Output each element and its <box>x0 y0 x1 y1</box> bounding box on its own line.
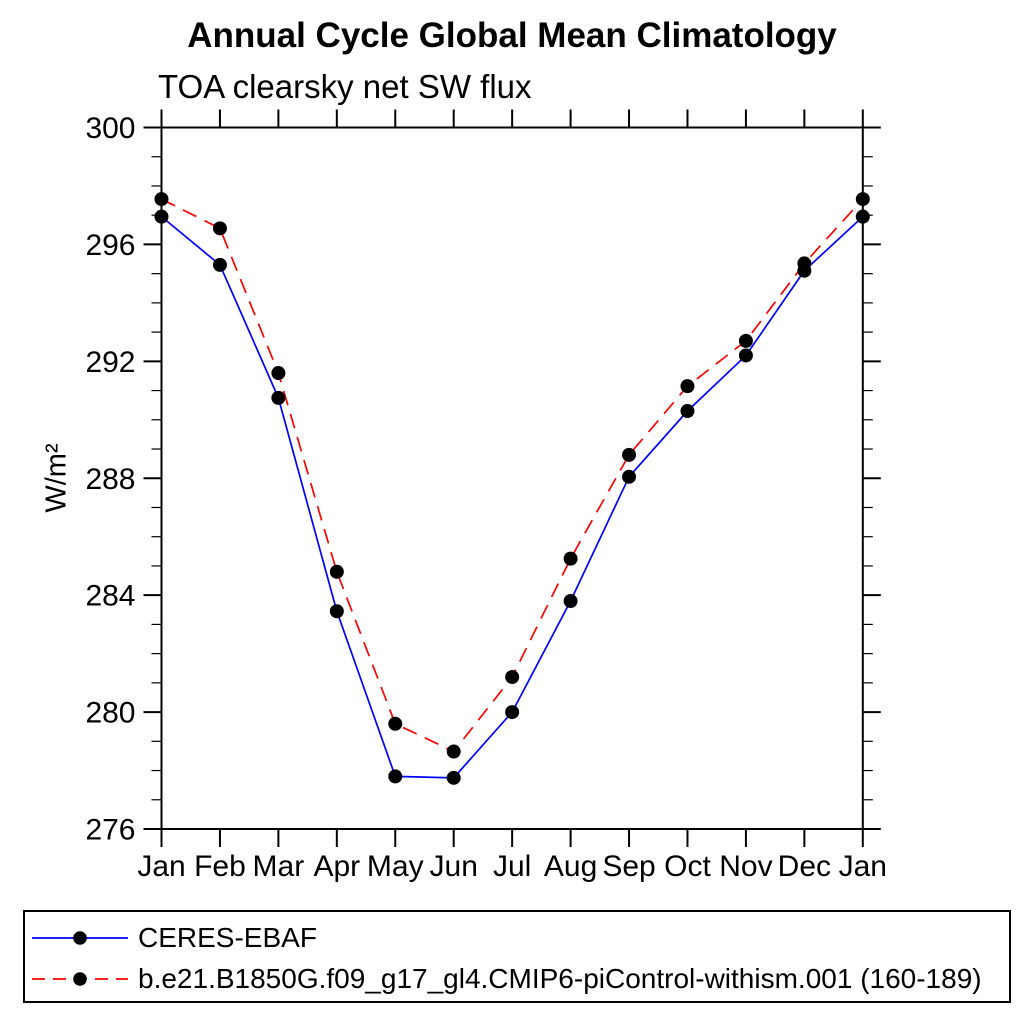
data-point-marker <box>622 447 637 462</box>
legend-line-sample-dashed <box>32 972 128 986</box>
y-tick-label: 300 <box>85 112 135 145</box>
data-point-marker <box>505 670 520 685</box>
data-point-marker <box>329 604 344 619</box>
data-point-marker <box>680 404 695 419</box>
data-point-marker <box>680 379 695 394</box>
chart-subtitle: TOA clearsky net SW flux <box>158 68 532 105</box>
data-point-marker <box>563 594 578 609</box>
x-tick-label: Jan <box>137 850 185 883</box>
y-tick-label: 276 <box>85 814 135 847</box>
legend-label-model: b.e21.B1850G.f09_g17_gl4.CMIP6-piControl… <box>138 963 982 994</box>
x-tick-label: Jun <box>430 850 478 883</box>
y-tick-label: 288 <box>85 463 135 496</box>
data-point-marker <box>563 551 578 566</box>
x-tick-label: Aug <box>544 850 597 883</box>
x-tick-label: Jul <box>493 850 531 883</box>
x-tick-label: May <box>367 850 424 883</box>
data-point-marker <box>154 209 169 224</box>
x-tick-label: Feb <box>194 850 246 883</box>
data-point-marker <box>738 333 753 348</box>
data-point-marker <box>446 770 461 785</box>
data-point-marker <box>271 390 286 405</box>
legend-label-ceres: CERES-EBAF <box>138 922 317 953</box>
data-point-marker <box>271 366 286 381</box>
data-point-marker <box>797 256 812 271</box>
x-tick-label: Dec <box>778 850 831 883</box>
data-point-marker <box>622 469 637 484</box>
x-tick-label: Apr <box>313 850 360 883</box>
y-tick-label: 284 <box>85 580 135 613</box>
x-tick-label: Jan <box>839 850 887 883</box>
page-title: Annual Cycle Global Mean Climatology <box>187 16 837 55</box>
plot-frame <box>160 126 864 830</box>
legend-item-ceres: CERES-EBAF <box>30 922 317 953</box>
y-tick-label: 292 <box>85 346 135 379</box>
data-point-marker <box>738 348 753 363</box>
data-point-marker <box>855 209 870 224</box>
legend-line-sample-solid <box>32 931 128 945</box>
legend-sample-marker-icon <box>73 972 87 986</box>
data-point-marker <box>388 716 403 731</box>
data-point-marker <box>446 744 461 759</box>
y-tick-label: 280 <box>85 697 135 730</box>
series-line-model <box>161 198 864 753</box>
y-tick-label: 296 <box>85 229 135 262</box>
data-point-marker <box>212 257 227 272</box>
x-tick-label: Mar <box>253 850 305 883</box>
data-point-marker <box>329 564 344 579</box>
x-tick-label: Nov <box>719 850 772 883</box>
data-point-marker <box>388 769 403 784</box>
legend-sample-marker-icon <box>73 931 87 945</box>
data-point-marker <box>154 192 169 207</box>
data-point-marker <box>212 221 227 236</box>
series-line-ceres <box>160 215 864 779</box>
x-tick-label: Oct <box>664 850 711 883</box>
data-point-marker <box>855 192 870 207</box>
legend-item-model: b.e21.B1850G.f09_g17_gl4.CMIP6-piControl… <box>30 963 982 994</box>
data-point-marker <box>505 705 520 720</box>
legend: CERES-EBAF b.e21.B1850G.f09_g17_gl4.CMIP… <box>23 910 1011 1003</box>
x-tick-label: Sep <box>602 850 655 883</box>
